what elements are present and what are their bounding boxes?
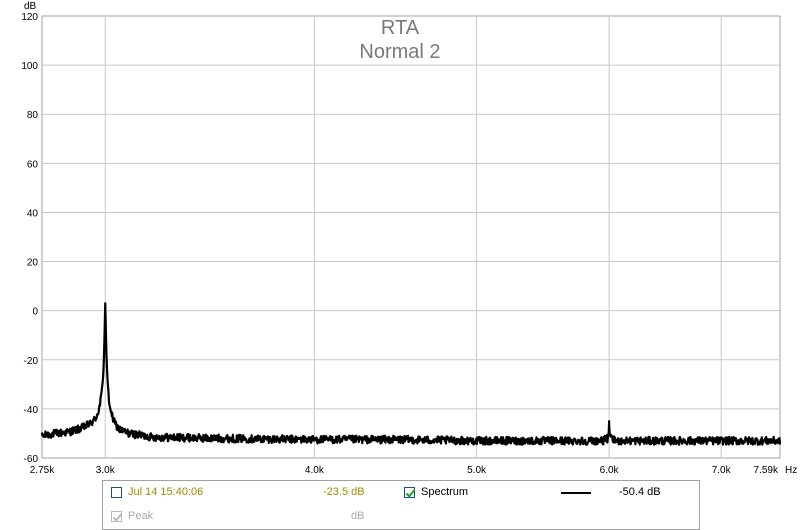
y-tick-label: 0 [32,307,38,318]
y-tick-label: -20 [24,356,39,367]
measurement-value: -23.5 dB [323,486,365,498]
chart-title: RTA [381,17,420,39]
legend-item-spectrum[interactable]: Spectrum [404,486,468,498]
x-axis-unit-label: Hz [785,465,797,476]
rta-chart[interactable]: -60 -40 -20 0 20 40 60 80 100 120 2.75k 3.0k 4.0k 5.… [0,0,800,480]
x-tick-label: 7.0k [712,465,732,476]
x-tick-label: 4.0k [305,465,325,476]
x-tick-label: 2.75k [30,465,55,476]
legend-item-measurement[interactable]: Jul 14 15:40:06 [111,486,203,498]
y-tick-label: -40 [24,405,39,416]
peak-value: dB [351,510,365,522]
y-axis-ticks: -60 -40 -20 0 20 40 60 80 100 120 [21,12,38,465]
y-tick-label: 40 [27,208,39,219]
legend-panel: Jul 14 15:40:06 -23.5 dB Spectrum -50.4 … [102,480,700,530]
x-axis-ticks: 2.75k 3.0k 4.0k 5.0k 6.0k 7.0k 7.59k [30,465,779,476]
plot-area [41,15,781,459]
measurement-checkbox[interactable] [111,486,122,498]
legend-item-peak[interactable]: Peak [111,510,153,522]
y-axis-unit-label: dB [24,1,37,12]
y-tick-label: 100 [21,61,38,72]
spectrum-value: -50.4 dB [619,486,661,498]
peak-label: Peak [128,510,154,522]
y-tick-label: 120 [21,12,38,23]
y-tick-label: -60 [24,454,39,465]
spectrum-checkbox[interactable] [404,486,415,498]
y-tick-label: 80 [27,110,39,121]
chart-subtitle: Normal 2 [359,41,440,63]
x-tick-label: 5.0k [467,465,487,476]
measurement-label: Jul 14 15:40:06 [128,486,204,498]
x-tick-label: 3.0k [96,465,116,476]
spectrum-trace [40,302,782,446]
grid [42,16,780,458]
y-tick-label: 20 [27,258,39,269]
x-tick-label: 6.0k [600,465,620,476]
spectrum-line-swatch [561,492,591,494]
peak-checkbox[interactable] [111,510,122,522]
y-tick-label: 60 [27,159,39,170]
x-tick-label: 7.59k [754,465,779,476]
spectrum-label: Spectrum [421,486,469,498]
